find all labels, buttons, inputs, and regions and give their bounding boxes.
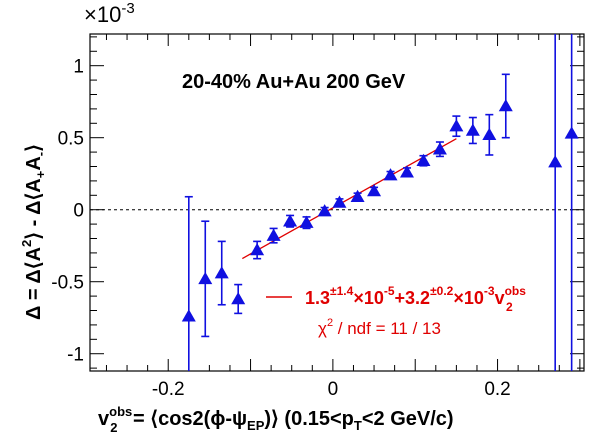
y-tick-label: 1 (73, 57, 84, 78)
fit-label: 1.3±1.4×10-5+3.2±0.2×10-3vobs 2 (305, 284, 526, 314)
data-point (283, 214, 298, 227)
data-point (564, 126, 579, 139)
y-tick-label: -1 (67, 345, 84, 366)
y-axis-label: Δ = Δ⟨A2⟩ - Δ⟨A+A-⟩ (19, 144, 48, 320)
data-point (482, 127, 497, 141)
axis-ticks (90, 34, 584, 371)
data-point (198, 271, 213, 285)
x-tick-label: -0.2 (152, 379, 185, 400)
data-point (548, 155, 563, 168)
y-tick-label: 0.5 (58, 129, 84, 150)
data-point (350, 189, 365, 202)
data-point (498, 99, 513, 112)
data-point (383, 168, 398, 181)
x-axis-label: vobs 2 = ⟨cos2(ϕ-ψEP)⟩ (0.15<pT<2 GeV/c) (98, 404, 454, 435)
data-point (299, 215, 314, 228)
data-point (266, 228, 281, 241)
data-markers (181, 99, 579, 322)
data-point (367, 183, 382, 197)
data-point (399, 165, 414, 178)
annotation: 20-40% Au+Au 200 GeV (182, 71, 406, 93)
x-tick-label: 0.2 (484, 379, 510, 400)
data-point (250, 243, 265, 256)
x-tick-label: 0 (328, 379, 339, 400)
data-point (416, 153, 431, 166)
data-point (181, 309, 196, 322)
plot-frame (89, 33, 585, 372)
data-point (449, 119, 464, 132)
data-point (432, 142, 447, 155)
data-point (231, 291, 246, 305)
data-point (214, 266, 229, 279)
data-point (317, 204, 332, 217)
y-tick-label: -0.5 (51, 273, 84, 294)
axis-multiplier: ×10-3 (84, 0, 135, 27)
tick-labels: -0.2 0 0.2 -1 -0.5 0 0.5 1 (51, 57, 511, 400)
y-tick-label: 0 (73, 201, 84, 222)
data-point (465, 123, 480, 136)
chi2-label: χ2 / ndf = 11 / 13 (318, 317, 441, 338)
data-point (332, 195, 347, 208)
